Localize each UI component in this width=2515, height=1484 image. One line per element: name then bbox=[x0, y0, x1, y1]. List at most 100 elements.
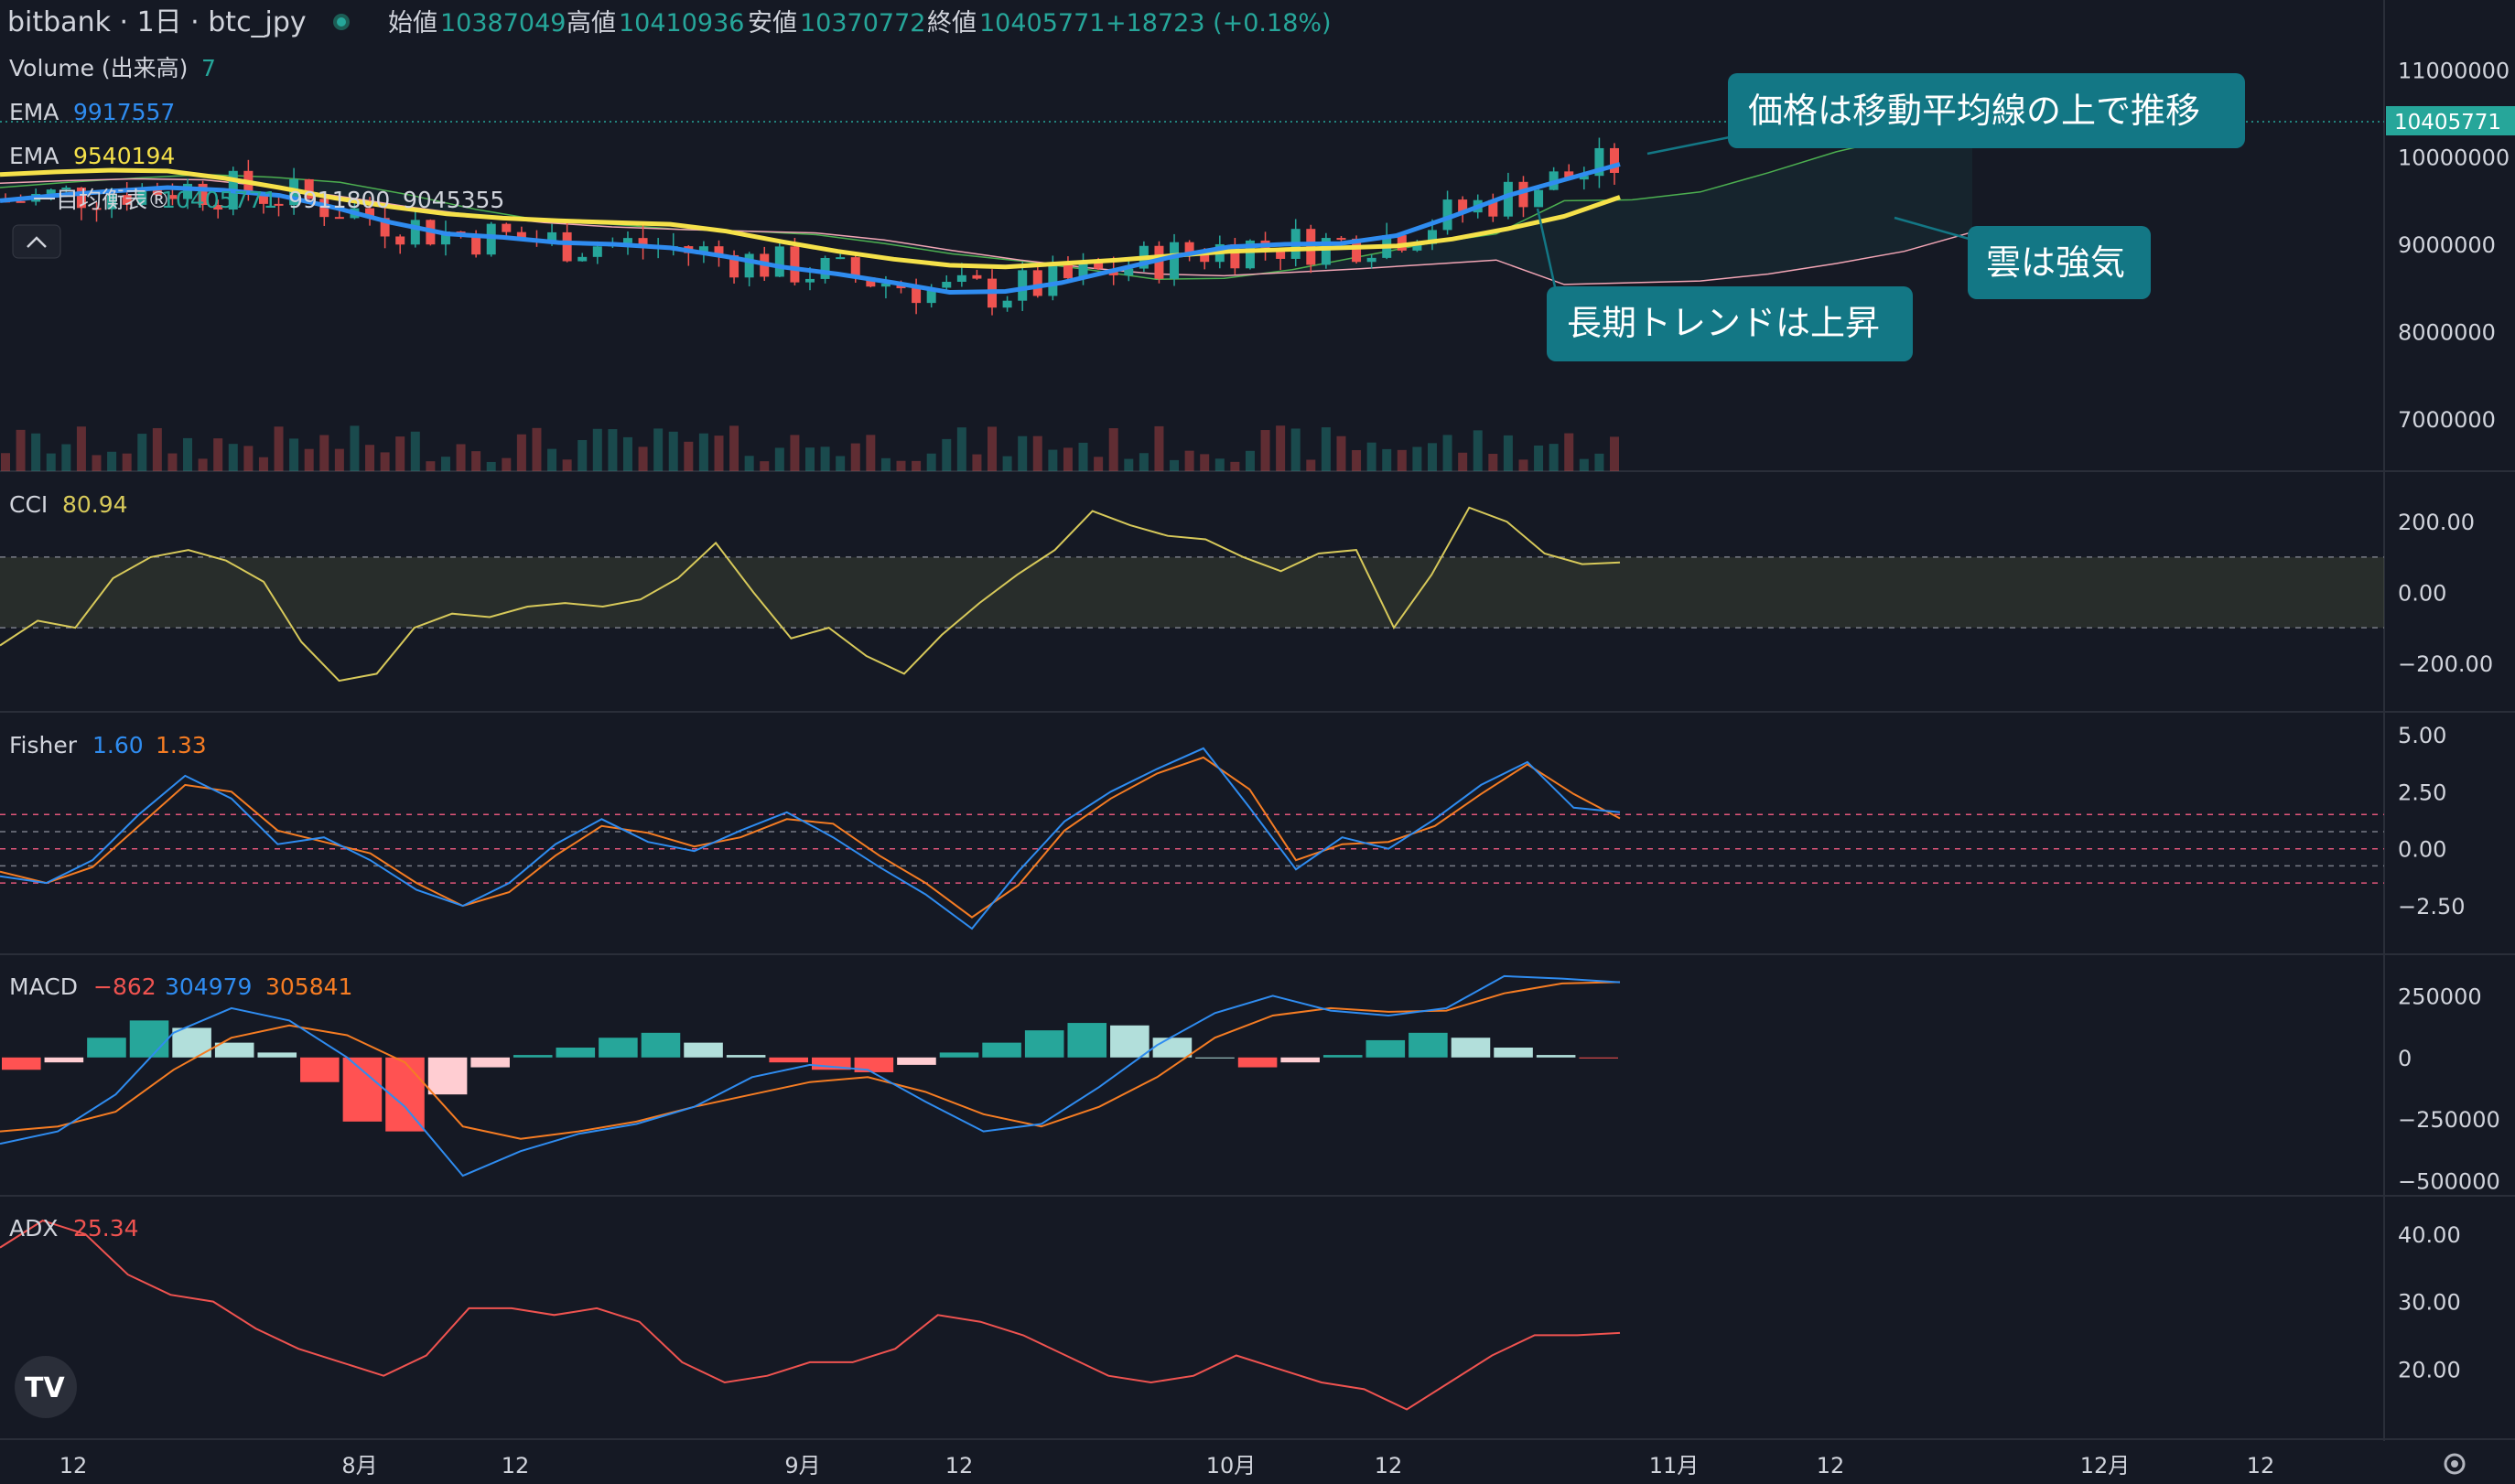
candle[interactable] bbox=[820, 257, 830, 279]
candle[interactable] bbox=[880, 283, 891, 287]
candle[interactable] bbox=[92, 208, 102, 210]
cci-legend-label[interactable]: CCI bbox=[9, 491, 48, 518]
candle[interactable] bbox=[942, 282, 952, 288]
candle[interactable] bbox=[1230, 243, 1240, 269]
candle[interactable] bbox=[76, 187, 86, 209]
fisher-line[interactable] bbox=[0, 747, 1621, 930]
candle[interactable] bbox=[1488, 199, 1498, 217]
candle[interactable] bbox=[836, 257, 846, 260]
volume-legend-label[interactable]: Volume (出来高) bbox=[9, 55, 188, 81]
candle[interactable] bbox=[774, 246, 784, 277]
macd-legend-label[interactable]: MACD bbox=[9, 973, 78, 1000]
cci-line[interactable] bbox=[0, 506, 1621, 683]
candle[interactable] bbox=[912, 288, 922, 304]
candle[interactable] bbox=[61, 187, 71, 190]
candle[interactable] bbox=[107, 195, 117, 210]
candle[interactable] bbox=[1078, 263, 1088, 279]
ema-fast-line[interactable] bbox=[0, 162, 1621, 296]
candle[interactable] bbox=[213, 204, 223, 210]
callout-long-trend-up[interactable] bbox=[1547, 286, 1913, 361]
callout-price-above-ma[interactable] bbox=[1728, 73, 2245, 148]
candle[interactable] bbox=[926, 287, 936, 304]
tradingview-logo[interactable]: TV bbox=[15, 1356, 77, 1418]
candle[interactable] bbox=[410, 220, 420, 245]
candle[interactable] bbox=[1154, 245, 1164, 279]
candle[interactable] bbox=[638, 238, 648, 248]
candle[interactable] bbox=[698, 246, 708, 253]
candle[interactable] bbox=[1048, 263, 1058, 296]
adx-pane[interactable] bbox=[0, 1220, 1621, 1411]
annotation-callouts[interactable]: 価格は移動平均線の上で推移 雲は強気 長期トレンドは上昇 bbox=[1536, 73, 2245, 361]
candle[interactable] bbox=[486, 223, 496, 255]
candle[interactable] bbox=[1534, 189, 1544, 208]
candle[interactable] bbox=[1063, 263, 1073, 279]
candle[interactable] bbox=[1579, 176, 1589, 180]
candle[interactable] bbox=[1170, 242, 1180, 279]
candle[interactable] bbox=[1352, 238, 1362, 263]
ema2-legend-label[interactable]: EMA bbox=[9, 143, 59, 169]
candle[interactable] bbox=[1594, 147, 1604, 177]
candle[interactable] bbox=[304, 178, 314, 199]
candle[interactable] bbox=[516, 231, 526, 241]
candle[interactable] bbox=[1518, 181, 1528, 208]
candle[interactable] bbox=[1321, 238, 1331, 265]
ichimoku-legend-label[interactable]: 一目均衡表® bbox=[33, 187, 170, 213]
candle[interactable] bbox=[1002, 300, 1012, 308]
candle[interactable] bbox=[714, 246, 724, 255]
fisher-legend-label[interactable]: Fisher bbox=[9, 732, 78, 758]
candle[interactable] bbox=[790, 246, 800, 283]
candle[interactable] bbox=[137, 187, 147, 205]
candle[interactable] bbox=[1018, 270, 1028, 301]
candle[interactable] bbox=[592, 246, 602, 257]
candle[interactable] bbox=[956, 274, 966, 283]
candle[interactable] bbox=[562, 231, 572, 262]
candle[interactable] bbox=[866, 277, 876, 287]
candle[interactable] bbox=[622, 238, 632, 243]
candle[interactable] bbox=[334, 217, 344, 220]
candle[interactable] bbox=[258, 194, 268, 204]
candle[interactable] bbox=[1412, 243, 1422, 251]
macd-line[interactable] bbox=[0, 974, 1621, 1178]
callout-cloud-bullish[interactable] bbox=[1968, 226, 2151, 299]
candle[interactable] bbox=[122, 195, 132, 205]
candle[interactable] bbox=[46, 189, 56, 194]
candle[interactable] bbox=[1442, 199, 1452, 231]
candle[interactable] bbox=[183, 183, 193, 199]
candle[interactable] bbox=[1610, 147, 1619, 173]
candle[interactable] bbox=[1184, 242, 1194, 255]
macd-signal-line[interactable] bbox=[0, 981, 1621, 1140]
candle[interactable] bbox=[547, 231, 557, 243]
candle[interactable] bbox=[274, 203, 284, 206]
collapse-legend-button[interactable] bbox=[12, 224, 61, 259]
settings-gear-icon[interactable] bbox=[2444, 1453, 2466, 1475]
candle[interactable] bbox=[1032, 270, 1042, 296]
candle[interactable] bbox=[1200, 254, 1210, 263]
adx-line[interactable] bbox=[0, 1220, 1621, 1411]
candle[interactable] bbox=[1366, 257, 1376, 263]
candle[interactable] bbox=[1094, 263, 1104, 269]
candle[interactable] bbox=[198, 183, 208, 205]
candle[interactable] bbox=[1336, 238, 1346, 241]
candle[interactable] bbox=[167, 195, 178, 199]
candle[interactable] bbox=[744, 253, 754, 278]
adx-legend-label[interactable]: ADX bbox=[9, 1215, 58, 1242]
cci-pane[interactable] bbox=[0, 506, 2384, 683]
candle[interactable] bbox=[1397, 235, 1407, 251]
candle[interactable] bbox=[380, 218, 390, 237]
macd-pane[interactable] bbox=[0, 974, 1621, 1178]
ema-slow-line[interactable] bbox=[0, 167, 1621, 270]
price-pane[interactable] bbox=[0, 120, 2384, 471]
candle[interactable] bbox=[1124, 268, 1134, 275]
candle[interactable] bbox=[1276, 248, 1286, 259]
candle[interactable] bbox=[1245, 240, 1255, 269]
fisher-pane[interactable] bbox=[0, 747, 2384, 930]
candle[interactable] bbox=[1458, 199, 1468, 213]
candle[interactable] bbox=[729, 254, 739, 278]
candle[interactable] bbox=[365, 208, 375, 219]
candle[interactable] bbox=[440, 231, 450, 245]
candle[interactable] bbox=[1427, 230, 1437, 244]
candle[interactable] bbox=[577, 256, 588, 262]
candle[interactable] bbox=[395, 236, 405, 245]
candle[interactable] bbox=[850, 257, 860, 278]
candle[interactable] bbox=[319, 199, 329, 218]
